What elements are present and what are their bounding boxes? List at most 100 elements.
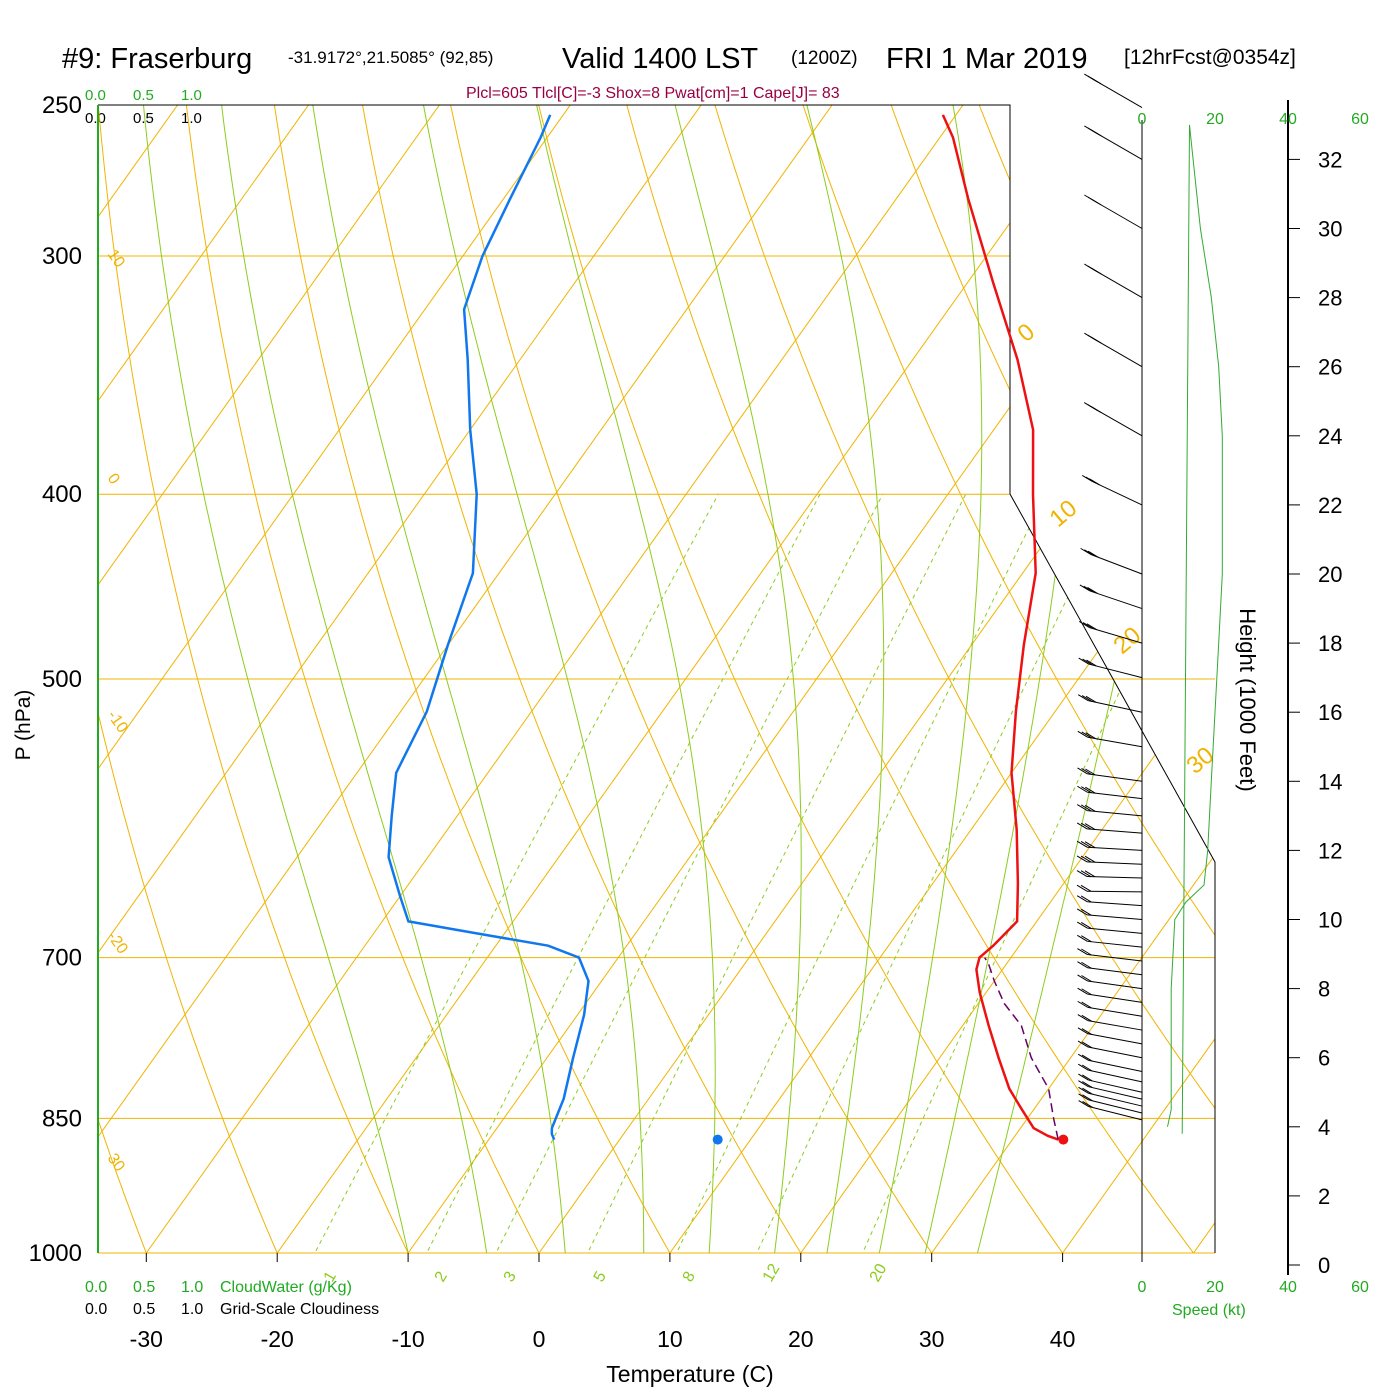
wind-barb-flag	[1080, 822, 1092, 830]
cloudwater-label: CloudWater (g/Kg)	[220, 1279, 352, 1296]
height-tick-label: 8	[1318, 977, 1330, 1002]
valid-utc: (1200Z)	[791, 48, 858, 69]
wind-barb-flag	[1076, 804, 1088, 812]
wind-barb-shaft	[1087, 901, 1143, 907]
wind-barb-shaft	[1087, 1033, 1143, 1045]
wind-barb-flag	[1084, 841, 1096, 849]
wind-barb-flag	[1086, 623, 1098, 631]
moist-adiabat-line	[670, 105, 802, 1253]
dry-adiabat-line	[98, 105, 429, 1253]
wind-barb-flag	[1082, 622, 1094, 630]
p-tick-label: 400	[42, 481, 82, 508]
isotherm-line	[145, 105, 1095, 1253]
y-axis-title: P (hPa)	[12, 690, 35, 761]
wind-barb-flag	[1080, 908, 1092, 916]
wind-barb-flag	[1085, 732, 1096, 740]
wind-barb-flag	[1082, 1074, 1093, 1082]
moist-adiabat-line	[309, 105, 569, 1253]
height-axis-title: Height (1000 Feet)	[1235, 608, 1260, 791]
wind-barb-shaft	[1088, 1106, 1143, 1121]
wind-barb-shaft	[1087, 736, 1143, 748]
mixing-ratio-line	[657, 493, 1047, 1253]
dry-adiabat-line	[98, 105, 163, 1253]
wind-barb-flag	[1076, 895, 1088, 903]
wind-barb-shaft	[1088, 663, 1143, 679]
moist-adiabat-line	[802, 105, 885, 1253]
wind-barb-flag	[1081, 975, 1092, 982]
isotherm-line	[98, 105, 572, 1253]
speed-tick-top: 20	[1206, 111, 1224, 128]
speed-tick-bottom: 60	[1351, 1279, 1369, 1296]
moist-adiabat-line	[532, 105, 716, 1253]
x-tick-label: -30	[130, 1326, 163, 1352]
wind-barb-flag	[1076, 822, 1088, 830]
cloudiness-tick-bottom: 0.5	[133, 1301, 155, 1318]
isotherm-line	[800, 105, 1215, 1253]
speed-tick-top: 40	[1279, 111, 1297, 128]
wind-barb-flag	[1085, 768, 1096, 776]
wind-barb-shaft	[1087, 954, 1143, 962]
parcel-profile	[984, 957, 1059, 1140]
dry-adiabat-line	[443, 105, 960, 1253]
wind-barb-flag	[1079, 621, 1090, 628]
height-tick-label: 24	[1318, 424, 1342, 449]
wind-barb-flag	[1081, 961, 1092, 969]
mixing-ratio-line	[405, 493, 821, 1253]
cloudiness-tick-top: 0.5	[133, 110, 154, 127]
isotherm-line	[98, 105, 310, 1253]
isotherm-label: 0	[104, 471, 123, 488]
x-tick-label: 40	[1050, 1326, 1076, 1352]
plot-frame	[98, 104, 1216, 1253]
adiabat-label: 8	[680, 1269, 699, 1285]
wind-barb-flag	[1078, 1093, 1089, 1101]
isotherm-line	[407, 105, 1215, 1253]
isotherm-line	[98, 105, 703, 1253]
p-tick-label: 500	[42, 666, 82, 693]
moist-adiabat-line	[915, 105, 1085, 1253]
isotherm-label: 10	[1045, 495, 1083, 533]
wind-barb-flag	[1083, 585, 1094, 593]
height-tick-label: 12	[1318, 838, 1342, 863]
wind-barb-flag	[1077, 1014, 1089, 1022]
height-tick-label: 6	[1318, 1046, 1330, 1071]
dry-adiabat-line	[791, 105, 1215, 1253]
cloudiness-tick-bottom: 0.0	[85, 1301, 107, 1318]
wind-barb-shaft	[1093, 408, 1143, 437]
wind-barb-flag	[1091, 198, 1102, 206]
moist-adiabat-line	[219, 105, 494, 1253]
speed-axis-title: Speed (kt)	[1172, 1302, 1246, 1319]
wind-barb-flag	[1079, 584, 1091, 592]
wind-barb-shaft	[1087, 940, 1143, 948]
mixing-ratio-line	[293, 493, 719, 1253]
dewpoint-profile	[387, 114, 590, 1141]
wind-barb-flag	[1086, 659, 1097, 667]
wind-barb-flag	[1081, 1028, 1093, 1035]
mixing-ratio-line	[737, 493, 1119, 1253]
height-tick-label: 18	[1318, 631, 1342, 656]
wind-barb-flag	[1077, 1053, 1089, 1061]
wind-barb-flag	[1076, 870, 1088, 877]
wind-barb-flag	[1084, 549, 1095, 557]
wind-barb-flag	[1091, 336, 1102, 344]
wind-barb-shaft	[1094, 200, 1143, 229]
x-axis-title: Temperature (C)	[606, 1361, 773, 1387]
wind-barb-shaft	[1094, 269, 1143, 299]
wind-barb-shaft	[1087, 846, 1143, 851]
dry-adiabat-line	[269, 105, 694, 1253]
p-tick-label: 300	[42, 243, 82, 270]
isotherm-label: 10	[104, 247, 128, 271]
wind-barb-shaft	[1087, 1020, 1143, 1031]
x-tick-label: -10	[391, 1326, 424, 1352]
isobar-lines	[98, 104, 1215, 1254]
wind-barb-flag	[1076, 908, 1088, 916]
wind-barb-shaft	[1087, 1046, 1143, 1059]
wind-barb-flag	[1080, 870, 1092, 878]
wind-barb-flag	[1078, 657, 1089, 665]
isotherm-label: 30	[104, 1151, 128, 1175]
isotherm-label: -20	[104, 929, 131, 958]
dry-adiabat-line	[98, 105, 296, 1253]
wind-barb-shaft	[1088, 1092, 1143, 1107]
wind-barb-shaft	[1088, 1099, 1143, 1114]
wind-barb-flag	[1081, 1014, 1093, 1022]
height-tick-label: 10	[1318, 908, 1342, 933]
